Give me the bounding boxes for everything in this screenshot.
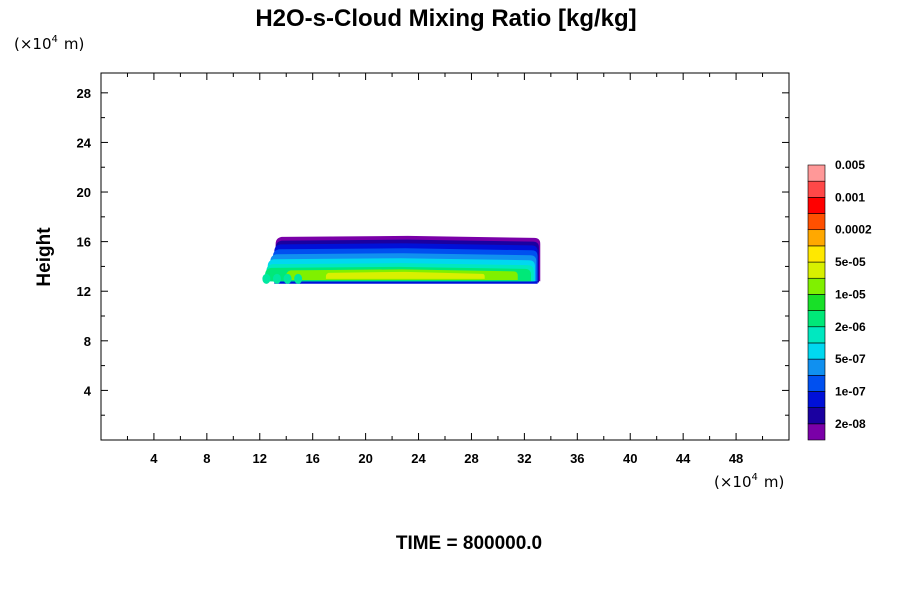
colorbar-swatch	[807, 261, 826, 279]
x-tick-label: 40	[623, 451, 637, 466]
x-axis-ticks: 4 8 12 16 20 24 28 32 36 40 44 48	[126, 73, 764, 466]
cloud-field	[262, 235, 541, 284]
y-tick-label: 4	[84, 383, 92, 398]
x-tick-label: 24	[411, 451, 426, 466]
cloud-edge-bump-3	[294, 273, 303, 284]
colorbar-swatch	[807, 391, 826, 408]
x-tick-label: 20	[358, 451, 372, 466]
x-tick-label: 16	[305, 451, 319, 466]
colorbar-label: 1e-05	[835, 287, 866, 301]
cloud-edge-bump-0	[262, 273, 271, 284]
colorbar-label: 5e-07	[835, 352, 866, 366]
x-tick-label: 12	[253, 451, 267, 466]
x-tick-label: 8	[203, 451, 210, 466]
colorbar-swatch	[807, 423, 826, 441]
x-tick-label: 28	[464, 451, 478, 466]
x-tick-label: 4	[150, 451, 158, 466]
cloud-edge-bump-2	[283, 273, 292, 284]
colorbar-swatch	[807, 326, 826, 344]
y-axis-title: Height	[34, 227, 55, 287]
y-tick-label: 28	[77, 86, 91, 101]
colorbar-swatch	[807, 310, 826, 328]
colorbar-swatch	[807, 374, 826, 392]
y-tick-label: 20	[77, 185, 91, 200]
x-tick-label: 36	[570, 451, 584, 466]
y-axis-ticks: 4 8 12 16 20 24 28	[77, 86, 789, 416]
colorbar-label: 2e-08	[835, 417, 866, 431]
colorbar-swatch	[807, 342, 826, 360]
colorbar-swatch	[807, 277, 826, 295]
y-tick-label: 24	[77, 135, 92, 150]
colorbar-swatch	[807, 164, 826, 182]
colorbar-swatch	[807, 197, 826, 214]
x-tick-label: 44	[676, 451, 691, 466]
x-tick-label: 32	[517, 451, 531, 466]
cloud-contour-9	[325, 271, 485, 279]
y-tick-label: 16	[77, 235, 91, 250]
colorbar-swatch	[807, 213, 826, 231]
y-axis-unit: (×104 m)	[14, 34, 84, 53]
colorbar-swatch	[807, 358, 826, 376]
chart-title: H2O-s-Cloud Mixing Ratio [kg/kg]	[255, 5, 636, 32]
y-tick-label: 8	[84, 334, 91, 349]
y-tick-label: 12	[77, 284, 91, 299]
colorbar-swatch	[807, 245, 826, 263]
colorbar-label: 5e-05	[835, 255, 866, 269]
time-label: TIME = 800000.0	[396, 533, 542, 554]
colorbar-label: 2e-06	[835, 320, 866, 334]
x-axis-unit: (×104 m)	[714, 472, 784, 491]
colorbar-label: 1e-07	[835, 384, 866, 398]
colorbar-swatch	[807, 407, 826, 425]
cloud-edge-bump-1	[272, 273, 281, 284]
colorbar-swatch	[807, 180, 826, 198]
x-tick-label: 48	[729, 451, 743, 466]
colorbar-label: 0.0002	[835, 223, 872, 237]
colorbar: 2e-08 1e-07 5e-07 2e-06 1e-05 5e-05 0.0002 0.00…	[807, 158, 872, 441]
colorbar-swatch	[807, 229, 826, 247]
colorbar-label: 0.005	[835, 158, 865, 172]
colorbar-swatch	[807, 294, 826, 311]
colorbar-label: 0.001	[835, 190, 865, 204]
